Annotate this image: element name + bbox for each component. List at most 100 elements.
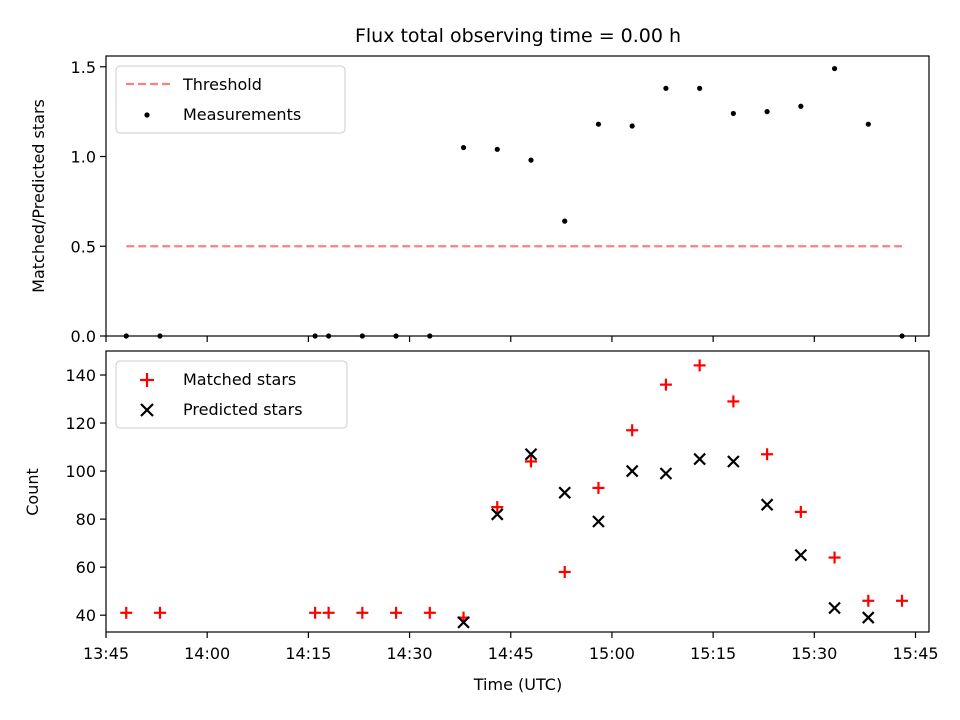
predicted-star-point bbox=[727, 455, 740, 468]
measurement-point bbox=[123, 333, 129, 339]
measurement-point bbox=[528, 157, 534, 163]
legend-matched-label: Matched stars bbox=[183, 370, 296, 389]
top-y-tick-label: 0.0 bbox=[71, 327, 96, 346]
measurement-point bbox=[494, 146, 500, 152]
top-legend-box bbox=[115, 65, 346, 134]
chart-title: Flux total observing time = 0.00 h bbox=[355, 25, 681, 47]
bottom-y-tick-label: 60 bbox=[76, 558, 96, 577]
measurement-point bbox=[393, 333, 399, 339]
predicted-star-d2 bbox=[693, 452, 706, 466]
matched-star-point bbox=[153, 606, 166, 619]
predicted-star-point bbox=[659, 467, 673, 480]
legend-predicted-label: Predicted stars bbox=[183, 400, 303, 419]
bottom-x-tick-label: 13:45 bbox=[83, 644, 129, 663]
matched-star-point bbox=[794, 505, 807, 518]
predicted-star-point bbox=[625, 464, 639, 478]
predicted-star-d2 bbox=[828, 601, 841, 615]
predicted-star-point bbox=[592, 515, 605, 528]
predicted-star-point bbox=[828, 601, 841, 615]
legend-threshold-label: Threshold bbox=[182, 75, 262, 94]
bottom-y-axis: 40 60 80 100 120 140 bbox=[65, 366, 106, 625]
legend-predicted-swatch bbox=[140, 403, 154, 417]
top-x-axis bbox=[105, 336, 917, 342]
predicted-star-point bbox=[794, 548, 808, 562]
predicted-star-d2 bbox=[625, 464, 639, 478]
bottom-x-tick-label: 14:00 bbox=[184, 644, 230, 663]
matched-star-point bbox=[309, 606, 322, 619]
predicted-star-d2 bbox=[659, 467, 673, 480]
measurement-point bbox=[865, 121, 871, 127]
top-y-tick-label: 0.5 bbox=[71, 237, 96, 256]
matched-star-point bbox=[761, 448, 774, 461]
predicted-star-point bbox=[862, 611, 875, 624]
measurement-point bbox=[427, 333, 433, 339]
predicted-star-d2 bbox=[794, 548, 808, 562]
predicted-star-point bbox=[524, 447, 538, 461]
matched-star-point bbox=[828, 551, 841, 564]
measurement-point bbox=[157, 333, 163, 339]
legend-measurements-swatch bbox=[144, 112, 150, 118]
bottom-x-tick-label: 15:00 bbox=[589, 644, 635, 663]
predicted-star-d2 bbox=[490, 508, 504, 521]
measurement-point bbox=[562, 218, 568, 224]
measurement-point bbox=[595, 121, 602, 127]
measurement-point bbox=[460, 144, 467, 151]
matched-star-point bbox=[626, 424, 639, 437]
bottom-x-tick-label: 14:45 bbox=[488, 644, 534, 663]
top-panel: 0.0 0.5 1.0 1.5 Matched/Predicted stars Thr… bbox=[29, 55, 930, 346]
predicted-star-point bbox=[558, 486, 571, 499]
bottom-x-tick-label: 14:30 bbox=[387, 644, 433, 663]
top-y-tick-label: 1.5 bbox=[71, 58, 96, 77]
legend-matched-swatch bbox=[140, 373, 154, 387]
bottom-y-tick-label: 140 bbox=[65, 366, 96, 385]
matched-star-point bbox=[862, 594, 875, 607]
predicted-star-point bbox=[457, 616, 470, 629]
bottom-panel: 40 60 80 100 120 140 13:45 14:00 14:15 14:30 14:4… bbox=[23, 350, 939, 694]
predicted-star-d2 bbox=[760, 498, 774, 511]
top-plot-frame bbox=[105, 55, 930, 337]
measurement-point bbox=[629, 123, 635, 129]
bottom-x-tick-label: 15:30 bbox=[791, 644, 837, 663]
measurement-point bbox=[697, 85, 703, 91]
top-y-axis-label: Matched/Predicted stars bbox=[29, 99, 48, 293]
matched-star-point bbox=[524, 455, 537, 468]
top-legend: Threshold Measurements bbox=[115, 65, 346, 134]
bottom-x-tick-label: 14:15 bbox=[285, 644, 331, 663]
predicted-star-d2 bbox=[558, 486, 571, 499]
predicted-star-d2 bbox=[727, 455, 740, 468]
matched-star-point bbox=[322, 606, 335, 619]
predicted-star-d2 bbox=[592, 515, 605, 528]
bottom-y-tick-label: 100 bbox=[65, 462, 96, 481]
measurement-point bbox=[764, 109, 770, 115]
predicted-star-d2 bbox=[524, 447, 538, 461]
x-axis-label: Time (UTC) bbox=[473, 675, 562, 694]
bottom-y-tick-label: 80 bbox=[76, 510, 96, 529]
bottom-x-tick-label: 15:15 bbox=[690, 644, 736, 663]
bottom-x-axis: 13:45 14:00 14:15 14:30 14:45 15:00 15:15 15:30… bbox=[83, 632, 939, 663]
bottom-y-tick-label: 40 bbox=[76, 606, 96, 625]
measurement-point bbox=[899, 333, 905, 339]
bottom-x-tick-label: 15:45 bbox=[892, 644, 938, 663]
matched-star-point bbox=[592, 481, 605, 494]
predicted-star-point bbox=[490, 508, 504, 521]
measurement-point bbox=[312, 333, 318, 339]
measurement-point bbox=[359, 333, 365, 339]
top-y-axis: 0.0 0.5 1.0 1.5 bbox=[71, 58, 106, 346]
matched-star-point bbox=[659, 378, 672, 391]
predicted-star-point bbox=[760, 498, 774, 511]
predicted-star-point bbox=[693, 452, 706, 466]
matched-star-point bbox=[896, 594, 909, 607]
bottom-legend: Matched stars Predicted stars bbox=[115, 360, 348, 429]
measurement-point bbox=[798, 103, 804, 109]
matched-star-point bbox=[423, 606, 436, 619]
measurement-point bbox=[831, 65, 838, 72]
bottom-y-tick-label: 120 bbox=[65, 414, 96, 433]
measurement-point bbox=[730, 110, 736, 117]
bottom-legend-box bbox=[115, 360, 348, 429]
predicted-star-d2 bbox=[457, 616, 470, 629]
matched-star-point bbox=[356, 606, 369, 619]
matched-star-point bbox=[727, 395, 740, 408]
bottom-y-axis-label: Count bbox=[23, 468, 42, 516]
top-plot-series bbox=[123, 65, 905, 339]
